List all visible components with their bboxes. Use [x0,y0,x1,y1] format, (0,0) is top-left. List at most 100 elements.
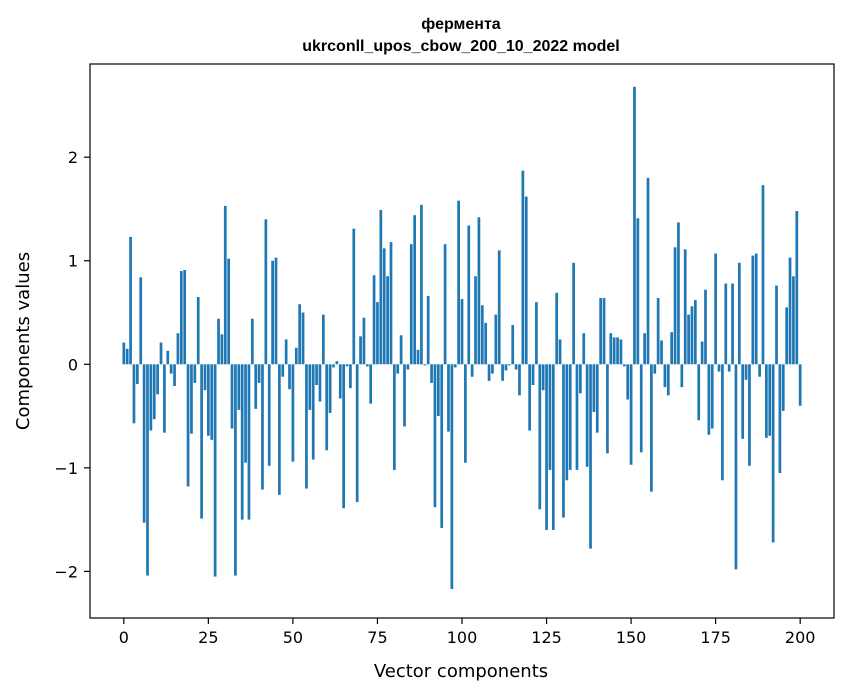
bar-198 [792,276,795,365]
bar-194 [778,364,782,474]
bar-82 [399,335,403,365]
x-axis-ticks: 0 25 50 75 100 125 150 175 200 [119,618,816,647]
bar-117 [518,364,521,396]
bar-78 [386,276,389,365]
bar-50 [291,364,295,462]
bar-59 [321,314,325,365]
bar-192 [771,364,775,543]
bar-193 [775,285,778,365]
bar-13 [166,350,170,365]
bar-125 [545,364,548,530]
bar-128 [555,292,559,365]
bar-199 [795,211,799,365]
bar-29 [220,334,224,365]
bar-137 [585,364,589,467]
bar-191 [768,364,772,436]
x-tick-label: 200 [785,628,816,647]
chart-title-line2: ukrconll_upos_cbow_200_10_2022 model [302,38,619,55]
bar-38 [250,318,254,365]
bar-89 [423,364,427,366]
bar-119 [524,196,528,365]
bar-65 [342,364,345,509]
bar-152 [636,218,640,365]
bar-160 [663,364,667,388]
y-tick-label: 1 [68,252,78,271]
bar-150 [629,364,633,465]
bar-124 [541,364,545,391]
bar-20 [190,364,193,434]
bar-111 [497,250,501,365]
bar-60 [325,364,329,451]
bar-169 [693,300,697,365]
bar-23 [200,364,203,519]
bar-16 [176,333,180,365]
bar-24 [203,364,207,391]
bar-197 [788,257,792,365]
bar-94 [440,364,444,528]
bar-25 [207,364,210,436]
bar-187 [754,253,758,365]
bar-167 [687,314,690,365]
bar-21 [193,364,197,383]
bar-138 [589,364,592,549]
bar-36 [244,364,247,463]
bar-181 [734,364,738,570]
bar-188 [758,364,761,377]
bar-64 [338,364,342,399]
bar-107 [484,322,488,365]
bar-83 [403,364,406,427]
bar-115 [511,324,515,365]
bar-84 [406,364,410,370]
bar-170 [697,364,701,421]
bar-130 [562,364,565,518]
bar-67 [349,364,352,389]
bar-109 [491,364,494,374]
bar-140 [595,364,599,433]
bar-26 [210,364,214,440]
bar-45 [274,257,278,365]
bar-189 [761,185,765,365]
bar-196 [785,307,789,365]
bar-74 [372,275,376,365]
bar-98 [453,364,457,368]
bar-129 [558,339,562,365]
bar-163 [673,247,677,365]
y-tick-label: 2 [68,148,78,167]
bar-42 [264,219,268,365]
bar-32 [230,364,234,429]
bar-28 [217,318,220,365]
bar-series [122,86,802,590]
plot-area-frame [89,63,835,619]
bar-44 [271,260,274,365]
x-tick-label: 75 [367,628,387,647]
bar-114 [507,364,511,366]
bar-54 [305,364,308,489]
bar-185 [748,364,751,466]
bar-112 [501,364,504,381]
bar-142 [602,298,606,365]
bar-48 [284,339,288,365]
bar-101 [464,364,467,463]
bar-63 [335,361,339,365]
bar-22 [196,296,200,365]
bar-73 [369,364,373,404]
bar-52 [298,304,302,365]
bar-97 [450,364,454,590]
bar-62 [332,364,335,368]
bar-76 [379,210,383,365]
bar-53 [301,312,305,365]
bar-164 [677,222,680,365]
bar-120 [528,364,531,431]
bar-195 [781,364,785,411]
bar-176 [717,364,721,372]
bar-180 [731,283,734,365]
bar-103 [470,364,474,377]
bar-133 [572,262,575,365]
bar-104 [474,276,477,365]
bar-113 [504,364,508,371]
bar-121 [531,364,535,386]
bar-33 [234,364,237,576]
bar-43 [267,364,271,466]
bar-156 [650,364,653,492]
bar-92 [433,364,437,508]
